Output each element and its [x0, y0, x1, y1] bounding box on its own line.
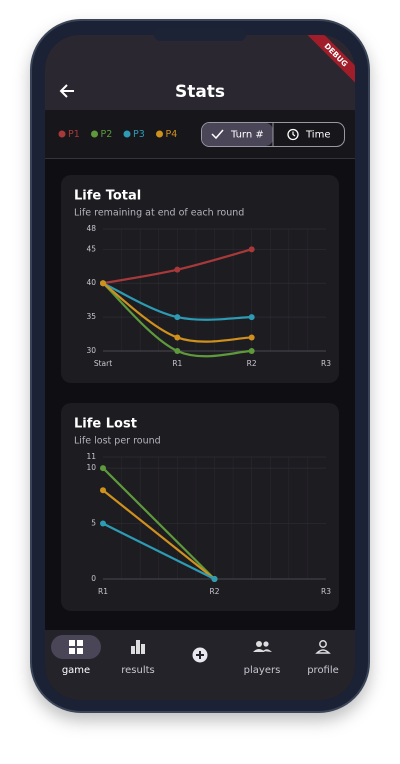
- chart-subtitle: Life remaining at end of each round: [74, 208, 244, 219]
- x-tick-label: R2: [210, 587, 220, 596]
- nav-label[interactable]: players: [244, 665, 281, 676]
- legend-label: P4: [166, 129, 178, 140]
- toggle-option[interactable]: Time: [305, 130, 330, 141]
- nav-icon[interactable]: [131, 640, 145, 654]
- legend-dot: [91, 130, 98, 138]
- x-tick-label: R3: [321, 359, 331, 368]
- app-title: Stats: [175, 82, 225, 102]
- data-point: [174, 314, 181, 321]
- data-point: [174, 348, 181, 354]
- chart-subtitle: Life lost per round: [74, 436, 161, 447]
- y-tick-label: 11: [86, 452, 96, 461]
- nav-label[interactable]: game: [62, 665, 90, 676]
- nav-indicator: [51, 635, 101, 659]
- nav-icon[interactable]: [253, 641, 272, 652]
- series-line: [102, 467, 216, 580]
- series-line: [102, 489, 216, 580]
- data-point: [248, 246, 255, 253]
- y-tick-label: 5: [91, 519, 96, 528]
- data-point: [248, 334, 255, 341]
- chart-title: Life Lost: [74, 417, 137, 432]
- data-point: [100, 280, 106, 287]
- data-point: [174, 334, 181, 341]
- legend-label: P3: [133, 129, 145, 140]
- legend-label: P2: [101, 129, 113, 140]
- data-point: [100, 520, 106, 527]
- chart: Life Lost Life lost per round 0 5 10 11 R1 R2 R3: [74, 417, 331, 597]
- toggle-option[interactable]: Turn #: [230, 130, 264, 141]
- data-point: [248, 314, 255, 321]
- legend-dot: [123, 130, 131, 138]
- add-icon: [196, 651, 204, 659]
- data-point: [100, 487, 106, 494]
- x-tick-label: R2: [247, 359, 257, 368]
- data-point: [174, 266, 181, 273]
- legend-label: P1: [68, 129, 80, 140]
- y-tick-label: 45: [86, 244, 96, 253]
- data-point: [100, 465, 106, 472]
- data-point: [211, 576, 218, 582]
- y-tick-label: 40: [86, 278, 96, 287]
- nav-label[interactable]: results: [121, 665, 155, 676]
- y-tick-label: 30: [86, 346, 96, 355]
- chart: Life Total Life remaining at end of each …: [74, 189, 331, 369]
- nav-label[interactable]: profile: [307, 665, 339, 676]
- back-button[interactable]: [59, 84, 74, 98]
- x-tick-label: R3: [321, 587, 331, 596]
- x-tick-label: Start: [94, 359, 112, 368]
- notch: [154, 28, 246, 41]
- x-tick-label: R1: [172, 359, 182, 368]
- app-bar: [45, 35, 355, 110]
- x-tick-label: R1: [98, 587, 108, 596]
- y-tick-label: 10: [86, 463, 96, 472]
- check-icon: [211, 129, 224, 140]
- card: [61, 175, 339, 383]
- card: [61, 403, 339, 611]
- clock-icon: [287, 128, 299, 141]
- y-tick-label: 35: [86, 312, 96, 321]
- clock-hands: [292, 131, 296, 137]
- toggle-selected: [202, 123, 273, 146]
- nav-icon[interactable]: [315, 640, 331, 654]
- chart-title: Life Total: [74, 189, 141, 204]
- y-tick-label: 48: [86, 224, 96, 233]
- legend-dot: [58, 130, 66, 138]
- toggle: [201, 122, 345, 147]
- legend-dot: [156, 130, 163, 138]
- data-point: [248, 348, 255, 354]
- series-line: [102, 522, 215, 580]
- nav-icon[interactable]: [69, 640, 83, 654]
- y-tick-label: 0: [91, 574, 96, 583]
